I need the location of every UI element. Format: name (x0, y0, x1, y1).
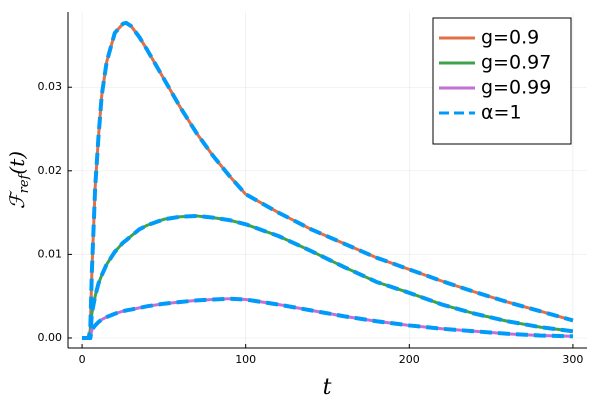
x-tick-label: 300 (562, 353, 583, 366)
x-tick-label: 200 (399, 353, 420, 366)
legend-label: g=0.99 (481, 77, 551, 99)
x-tick-label: 0 (79, 353, 86, 366)
y-tick-label: 0.00 (38, 331, 63, 344)
series-line (82, 213, 574, 340)
y-label-sub: ref (17, 172, 32, 193)
legend-label: g=0.9 (481, 27, 539, 49)
x-tick-label: 100 (235, 353, 256, 366)
series-line (82, 20, 574, 340)
legend-label: α=1 (481, 102, 522, 124)
y-tick-label: 0.02 (38, 164, 63, 177)
y-label-tail: (t) (5, 151, 29, 175)
legend-label: g=0.97 (481, 52, 551, 74)
y-tick-label: 0.03 (38, 80, 63, 93)
x-axis-label: t (323, 375, 332, 400)
y-tick-label: 0.01 (38, 247, 63, 260)
y-label-main: ℱ (5, 190, 29, 209)
y-axis-label: ℱref(t) (5, 151, 32, 209)
series-line (82, 296, 573, 340)
